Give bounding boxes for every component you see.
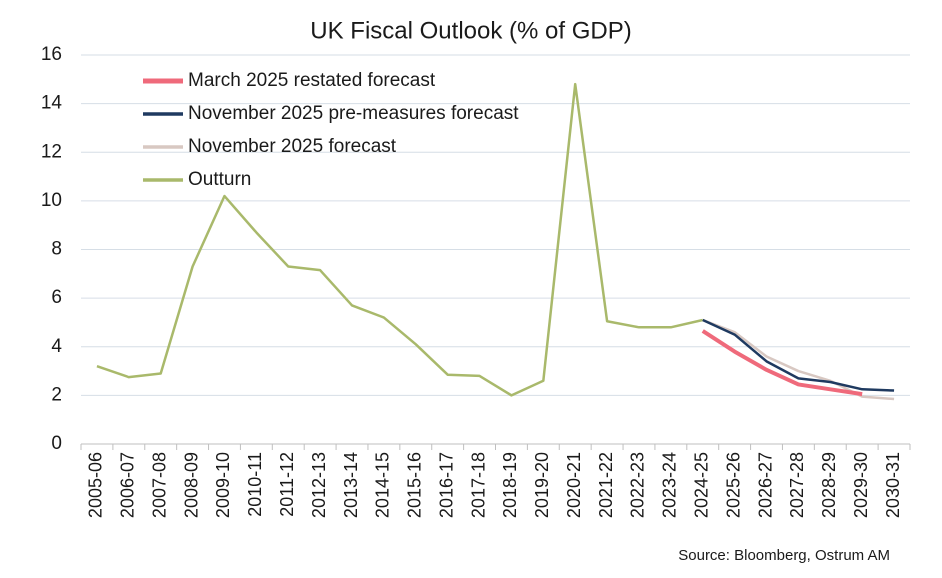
y-tick-label: 8 <box>51 239 62 260</box>
series-line <box>96 82 704 397</box>
y-tick-label: 16 <box>41 44 62 65</box>
x-tick-label: 2018-19 <box>500 452 520 518</box>
x-tick-label: 2010-11 <box>245 452 265 517</box>
x-tick-label: 2024-25 <box>692 452 712 518</box>
x-tick-label: 2008-09 <box>181 452 201 518</box>
series-line <box>702 318 895 401</box>
x-tick-label: 2005-06 <box>86 452 106 518</box>
x-tick-label: 2027-28 <box>787 452 807 518</box>
x-tick-label: 2006-07 <box>118 452 138 518</box>
x-tick-label: 2029-30 <box>851 452 871 518</box>
chart-title: UK Fiscal Outlook (% of GDP) <box>310 17 631 44</box>
y-tick-label: 12 <box>41 141 62 162</box>
x-tick-label: 2016-17 <box>436 452 456 518</box>
x-tick-label: 2009-10 <box>213 452 233 518</box>
x-tick-label: 2014-15 <box>373 452 393 518</box>
series-line <box>701 329 863 397</box>
y-tick-label: 4 <box>51 336 62 357</box>
x-tick-label: 2020-21 <box>564 452 584 518</box>
legend-label: Outturn <box>188 169 251 190</box>
y-tick-label: 10 <box>41 190 62 211</box>
x-tick-label: 2021-22 <box>596 452 616 518</box>
x-tick-label: 2011-12 <box>277 452 297 517</box>
x-tick-label: 2030-31 <box>883 452 903 518</box>
x-tick-label: 2019-20 <box>532 452 552 518</box>
x-tick-label: 2026-27 <box>755 452 775 518</box>
x-tick-label: 2025-26 <box>723 452 743 518</box>
x-tick-label: 2007-08 <box>149 452 169 518</box>
series-line <box>702 318 895 392</box>
x-tick-label: 2023-24 <box>660 452 680 518</box>
x-tick-label: 2012-13 <box>309 452 329 518</box>
x-tick-label: 2028-29 <box>819 452 839 518</box>
y-tick-label: 0 <box>51 433 62 454</box>
x-tick-label: 2015-16 <box>405 452 425 518</box>
legend-label: March 2025 restated forecast <box>188 70 436 91</box>
y-tick-label: 6 <box>51 287 62 308</box>
x-tick-label: 2013-14 <box>341 452 361 518</box>
y-tick-label: 14 <box>41 93 63 114</box>
y-tick-label: 2 <box>51 384 62 405</box>
x-tick-label: 2017-18 <box>468 452 488 518</box>
legend-label: November 2025 forecast <box>188 136 397 157</box>
source: Source: Bloomberg, Ostrum AM <box>678 547 890 564</box>
x-tick-label: 2022-23 <box>628 452 648 518</box>
legend-label: November 2025 pre-measures forecast <box>188 103 519 124</box>
